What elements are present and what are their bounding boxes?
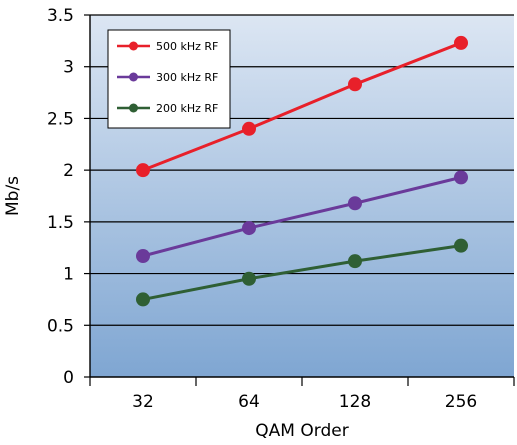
y-tick-label: 3.5	[47, 6, 74, 26]
series-line	[142, 175, 462, 258]
y-tick-label: 3	[63, 58, 74, 78]
legend-marker	[129, 41, 138, 51]
legend-label: 200 kHz RF	[156, 102, 218, 115]
data-point	[136, 292, 150, 307]
data-point	[242, 221, 256, 236]
data-point	[348, 254, 362, 269]
data-point	[136, 163, 150, 178]
legend-label: 500 kHz RF	[156, 40, 218, 53]
series-line	[142, 244, 462, 301]
y-tick-label: 0	[63, 368, 74, 388]
x-tick-label: 64	[238, 392, 260, 412]
data-point	[454, 35, 468, 50]
data-point	[454, 170, 468, 185]
x-tick-label: 32	[132, 392, 154, 412]
legend: 500 kHz RF 300 kHz RF 200 kHz RF	[107, 29, 231, 129]
x-tick-label: 256	[445, 392, 477, 412]
grid-lines	[90, 14, 514, 326]
y-tick-label: 1.5	[47, 213, 74, 233]
y-tick-label: 2.5	[47, 109, 74, 129]
data-point	[136, 248, 150, 263]
data-point	[454, 238, 468, 253]
y-tick-label: 2	[63, 161, 74, 181]
y-tick-label: 1	[63, 265, 74, 285]
series-line	[142, 41, 462, 172]
series-group	[136, 35, 468, 307]
x-tick-labels: 32 64 128 256	[132, 392, 477, 412]
data-point	[242, 271, 256, 286]
legend-label: 300 kHz RF	[156, 71, 218, 84]
y-tick-label: 0.5	[47, 316, 74, 336]
data-point	[348, 77, 362, 92]
legend-marker	[129, 72, 138, 82]
legend-marker	[129, 103, 138, 113]
data-point	[348, 196, 362, 211]
y-axis-title: Mb/s	[3, 176, 23, 216]
data-point	[242, 121, 256, 136]
x-axis-title: QAM Order	[255, 421, 348, 441]
x-tick-label: 128	[339, 392, 371, 412]
axes	[84, 14, 515, 386]
y-tick-labels: 0 0.5 1 1.5 2 2.5 3 3.5	[47, 6, 74, 388]
